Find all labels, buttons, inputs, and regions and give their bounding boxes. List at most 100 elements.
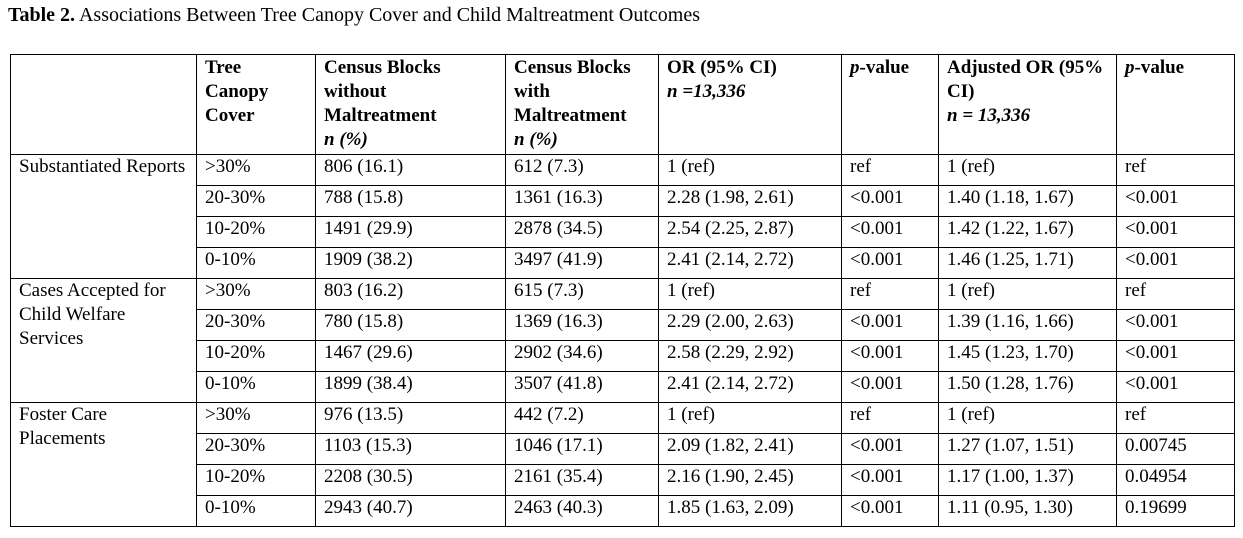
header-empty-cell <box>10 54 197 155</box>
blocks-without-cell: 2208 (30.5) <box>315 464 506 496</box>
blocks-with-cell: 1369 (16.3) <box>505 309 659 341</box>
blocks-without-cell: 780 (15.8) <box>315 309 506 341</box>
blocks-with-cell: 2902 (34.6) <box>505 340 659 372</box>
or-cell: 2.28 (1.98, 2.61) <box>658 185 842 217</box>
blocks-with-cell: 1361 (16.3) <box>505 185 659 217</box>
blocks-without-cell: 1467 (29.6) <box>315 340 506 372</box>
adjusted-p-value-cell: <0.001 <box>1116 216 1235 248</box>
tree-canopy-cover-cell: 10-20% <box>196 216 316 248</box>
header-p-value: p-value <box>841 54 939 155</box>
adjusted-p-value-cell: ref <box>1116 278 1235 310</box>
or-cell: 2.09 (1.82, 2.41) <box>658 433 842 465</box>
header-adjusted-or-sub: n = 13,336 <box>947 105 1031 126</box>
blocks-with-cell: 615 (7.3) <box>505 278 659 310</box>
p-value-cell: <0.001 <box>841 464 939 496</box>
p-value-cell: <0.001 <box>841 185 939 217</box>
tree-canopy-cover-cell: >30% <box>196 278 316 310</box>
blocks-with-cell: 3497 (41.9) <box>505 247 659 279</box>
table-row: 20-30% 1103 (15.3) 1046 (17.1) 2.09 (1.82, … <box>11 433 1235 465</box>
adjusted-p-value-cell: ref <box>1116 154 1235 186</box>
tree-canopy-cover-cell: 20-30% <box>196 309 316 341</box>
or-cell: 2.41 (2.14, 2.72) <box>658 371 842 403</box>
blocks-with-cell: 1046 (17.1) <box>505 433 659 465</box>
blocks-without-cell: 1491 (29.9) <box>315 216 506 248</box>
p-value-cell: <0.001 <box>841 309 939 341</box>
results-table: Tree Canopy Cover Census Blocks without … <box>10 54 1235 527</box>
header-blocks-without-sub: n (%) <box>324 129 368 150</box>
adjusted-p-value-cell: <0.001 <box>1116 185 1235 217</box>
blocks-without-cell: 1909 (38.2) <box>315 247 506 279</box>
adjusted-or-cell: 1 (ref) <box>938 402 1117 434</box>
tree-canopy-cover-cell: 0-10% <box>196 495 316 527</box>
or-cell: 1 (ref) <box>658 278 842 310</box>
header-blocks-with-sub: n (%) <box>514 129 558 150</box>
blocks-without-cell: 976 (13.5) <box>315 402 506 434</box>
tree-canopy-cover-cell: 10-20% <box>196 464 316 496</box>
table-row: 0-10% 1909 (38.2) 3497 (41.9) 2.41 (2.14, 2… <box>11 247 1235 279</box>
adjusted-p-value-cell: <0.001 <box>1116 371 1235 403</box>
adjusted-p-value-cell: <0.001 <box>1116 309 1235 341</box>
table-row: 20-30% 788 (15.8) 1361 (16.3) 2.28 (1.98, 2… <box>11 185 1235 217</box>
table-row: 20-30% 780 (15.8) 1369 (16.3) 2.29 (2.00, 2… <box>11 309 1235 341</box>
header-blocks-without: Census Blocks without Maltreatment n (%) <box>315 54 506 155</box>
table-row: 0-10% 1899 (38.4) 3507 (41.8) 2.41 (2.14, 2… <box>11 371 1235 403</box>
table-row: 0-10% 2943 (40.7) 2463 (40.3) 1.85 (1.63, 2… <box>11 495 1235 527</box>
p-value-cell: ref <box>841 278 939 310</box>
blocks-with-cell: 612 (7.3) <box>505 154 659 186</box>
or-cell: 1 (ref) <box>658 402 842 434</box>
p-value-cell: <0.001 <box>841 247 939 279</box>
adjusted-or-cell: 1.42 (1.22, 1.67) <box>938 216 1117 248</box>
or-cell: 2.41 (2.14, 2.72) <box>658 247 842 279</box>
group-label: Cases Accepted for Child Welfare Service… <box>10 278 197 403</box>
header-adjusted-p-value: p-value <box>1116 54 1235 155</box>
tree-canopy-cover-cell: 20-30% <box>196 185 316 217</box>
blocks-with-cell: 3507 (41.8) <box>505 371 659 403</box>
tree-canopy-cover-cell: 20-30% <box>196 433 316 465</box>
p-value-cell: ref <box>841 402 939 434</box>
or-cell: 1.85 (1.63, 2.09) <box>658 495 842 527</box>
table-row: 10-20% 1467 (29.6) 2902 (34.6) 2.58 (2.29, … <box>11 340 1235 372</box>
p-value-cell: <0.001 <box>841 433 939 465</box>
header-adjusted-or: Adjusted OR (95% CI) n = 13,336 <box>938 54 1117 155</box>
table-row: Substantiated Reports >30% 806 (16.1) 612 (… <box>10 154 1235 279</box>
adjusted-or-cell: 1.50 (1.28, 1.76) <box>938 371 1117 403</box>
tree-canopy-cover-cell: >30% <box>196 402 316 434</box>
adjusted-or-cell: 1.45 (1.23, 1.70) <box>938 340 1117 372</box>
tree-canopy-cover-cell: 10-20% <box>196 340 316 372</box>
tree-canopy-cover-cell: 0-10% <box>196 371 316 403</box>
blocks-without-cell: 1103 (15.3) <box>315 433 506 465</box>
tree-canopy-cover-cell: 0-10% <box>196 247 316 279</box>
table-caption-label: Table 2. <box>8 4 76 26</box>
adjusted-p-value-cell: 0.04954 <box>1116 464 1235 496</box>
blocks-without-cell: 1899 (38.4) <box>315 371 506 403</box>
table-caption-text: Associations Between Tree Canopy Cover a… <box>78 4 700 26</box>
adjusted-p-value-cell: 0.19699 <box>1116 495 1235 527</box>
blocks-without-cell: 806 (16.1) <box>315 154 506 186</box>
table-row: 10-20% 1491 (29.9) 2878 (34.5) 2.54 (2.25, … <box>11 216 1235 248</box>
or-cell: 2.29 (2.00, 2.63) <box>658 309 842 341</box>
adjusted-p-value-cell: <0.001 <box>1116 340 1235 372</box>
header-tree-canopy-cover: Tree Canopy Cover <box>196 54 316 155</box>
adjusted-or-cell: 1.39 (1.16, 1.66) <box>938 309 1117 341</box>
adjusted-or-cell: 1.40 (1.18, 1.67) <box>938 185 1117 217</box>
blocks-with-cell: 442 (7.2) <box>505 402 659 434</box>
p-value-cell: ref <box>841 154 939 186</box>
header-or: OR (95% CI) n =13,336 <box>658 54 842 155</box>
table-row: 10-20% 2208 (30.5) 2161 (35.4) 2.16 (1.90, … <box>11 464 1235 496</box>
group-label: Substantiated Reports <box>10 154 197 279</box>
blocks-with-cell: 2878 (34.5) <box>505 216 659 248</box>
p-value-cell: <0.001 <box>841 495 939 527</box>
table-row: Foster Care Placements >30% 976 (13.5) 442 … <box>10 402 1235 527</box>
adjusted-or-cell: 1 (ref) <box>938 154 1117 186</box>
or-cell: 2.58 (2.29, 2.92) <box>658 340 842 372</box>
header-blocks-with: Census Blocks with Maltreatment n (%) <box>505 54 659 155</box>
blocks-without-cell: 788 (15.8) <box>315 185 506 217</box>
adjusted-p-value-cell: <0.001 <box>1116 247 1235 279</box>
adjusted-or-cell: 1.11 (0.95, 1.30) <box>938 495 1117 527</box>
adjusted-or-cell: 1.46 (1.25, 1.71) <box>938 247 1117 279</box>
adjusted-or-cell: 1.27 (1.07, 1.51) <box>938 433 1117 465</box>
or-cell: 1 (ref) <box>658 154 842 186</box>
adjusted-p-value-cell: ref <box>1116 402 1235 434</box>
table-row: Cases Accepted for Child Welfare Service… <box>10 278 1235 403</box>
blocks-with-cell: 2463 (40.3) <box>505 495 659 527</box>
